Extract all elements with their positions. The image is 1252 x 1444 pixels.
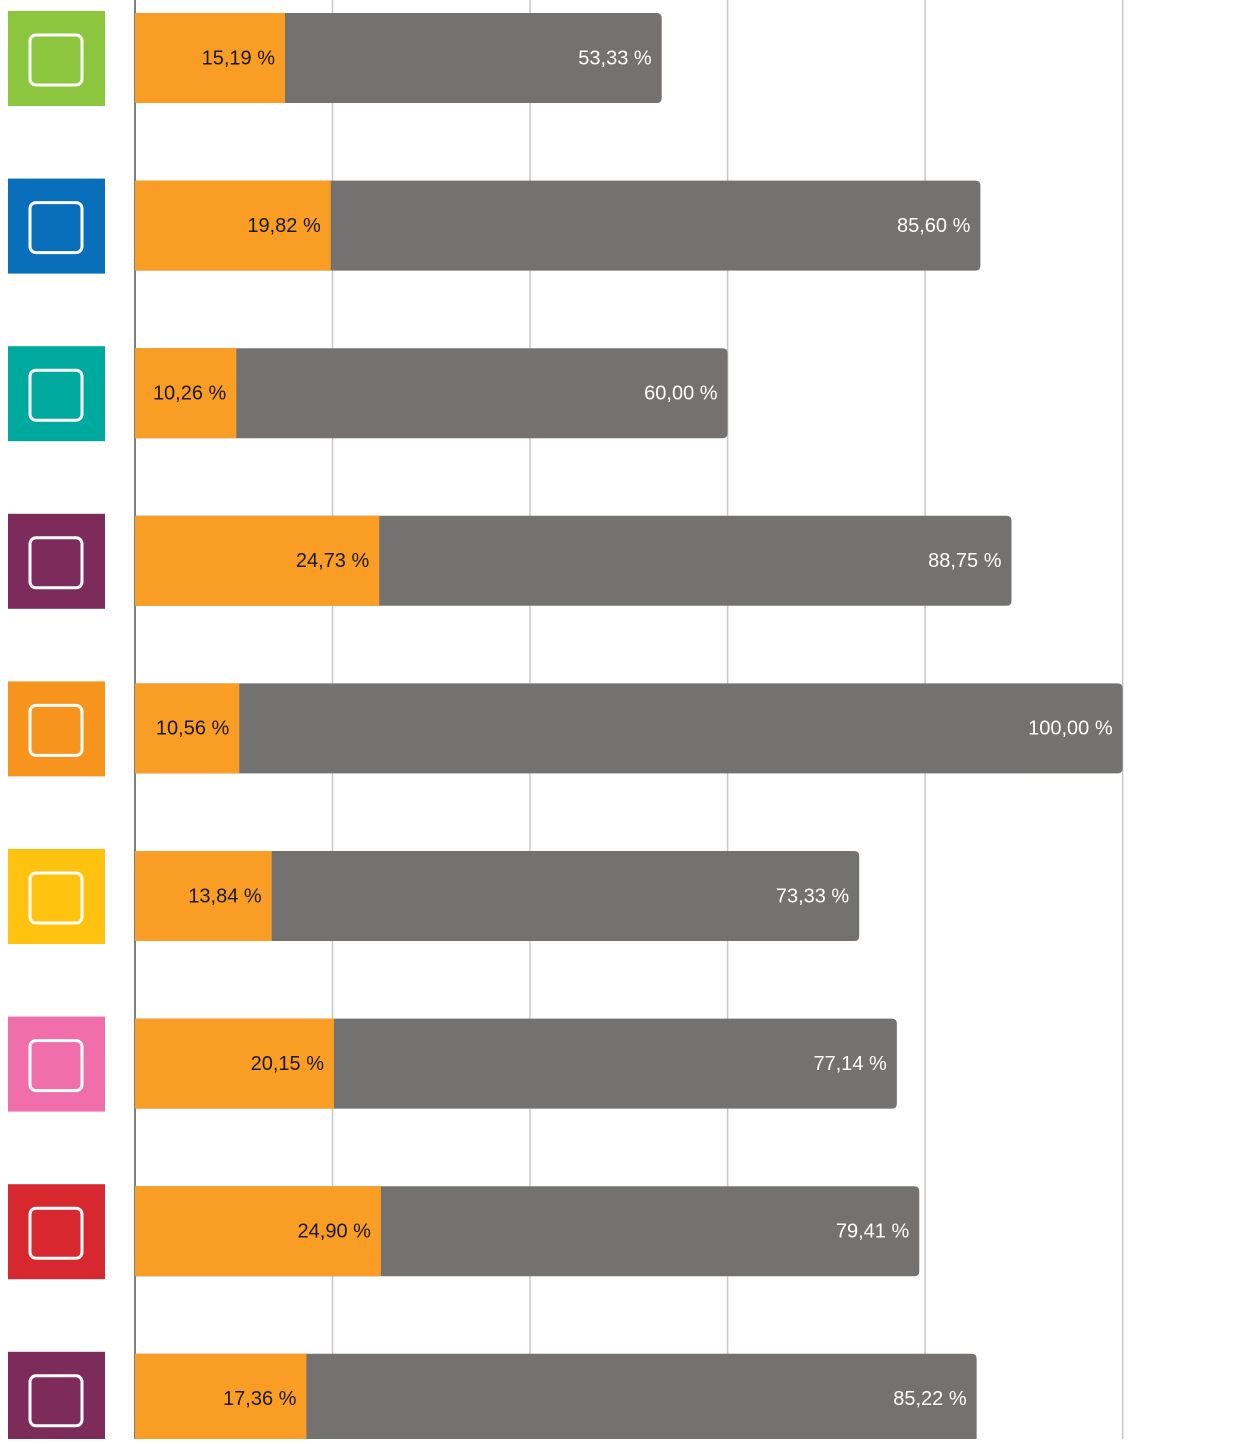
icon-glyph (28, 33, 84, 87)
bar (135, 180, 331, 271)
icon-glyph (28, 1039, 84, 1093)
icon-glyph (28, 1374, 84, 1428)
bar (135, 683, 1123, 774)
value-label: 17,36 % (223, 1388, 297, 1410)
bar (135, 1353, 977, 1444)
category-icon (8, 346, 105, 442)
value-label: 19,82 % (247, 215, 321, 237)
category-icon (8, 1351, 105, 1444)
category-icon (8, 513, 105, 609)
icon-glyph (28, 1206, 84, 1260)
value-label: 10,56 % (156, 718, 230, 740)
value-label: 24,73 % (296, 550, 370, 572)
category-icon (8, 11, 105, 106)
bar (135, 515, 380, 606)
bar (135, 1018, 335, 1109)
category-icon (8, 681, 105, 777)
value-label: 73,33 % (776, 885, 850, 907)
category-icon (8, 1016, 105, 1112)
bar (135, 13, 286, 103)
value-label: 10,26 % (153, 382, 227, 404)
value-label: 53,33 % (578, 47, 652, 69)
value-label: 15,19 % (202, 47, 276, 69)
value-label: 20,15 % (251, 1053, 325, 1075)
value-label: 13,84 % (188, 885, 262, 907)
value-label: 79,41 % (836, 1220, 910, 1242)
icon-glyph (28, 871, 84, 925)
category-icon (8, 849, 105, 944)
icon-glyph (28, 201, 84, 255)
value-label: 24,90 % (298, 1220, 372, 1242)
bar (135, 851, 272, 941)
value-label: 100,00 % (1028, 718, 1113, 740)
bar (135, 348, 237, 439)
value-label: 88,75 % (928, 550, 1002, 572)
bar (135, 1353, 307, 1444)
icon-glyph (28, 368, 84, 422)
value-label: 60,00 % (644, 382, 718, 404)
bar (135, 851, 860, 941)
value-label: 85,22 % (893, 1388, 967, 1410)
bar (135, 180, 981, 271)
value-label: 85,60 % (897, 215, 971, 237)
bar (135, 1186, 381, 1277)
value-label: 77,14 % (813, 1053, 887, 1075)
bar (135, 683, 240, 774)
category-icon (8, 1184, 105, 1280)
bar (135, 348, 728, 439)
icon-glyph (28, 536, 84, 590)
icon-glyph (28, 703, 84, 757)
category-icon (8, 178, 105, 274)
